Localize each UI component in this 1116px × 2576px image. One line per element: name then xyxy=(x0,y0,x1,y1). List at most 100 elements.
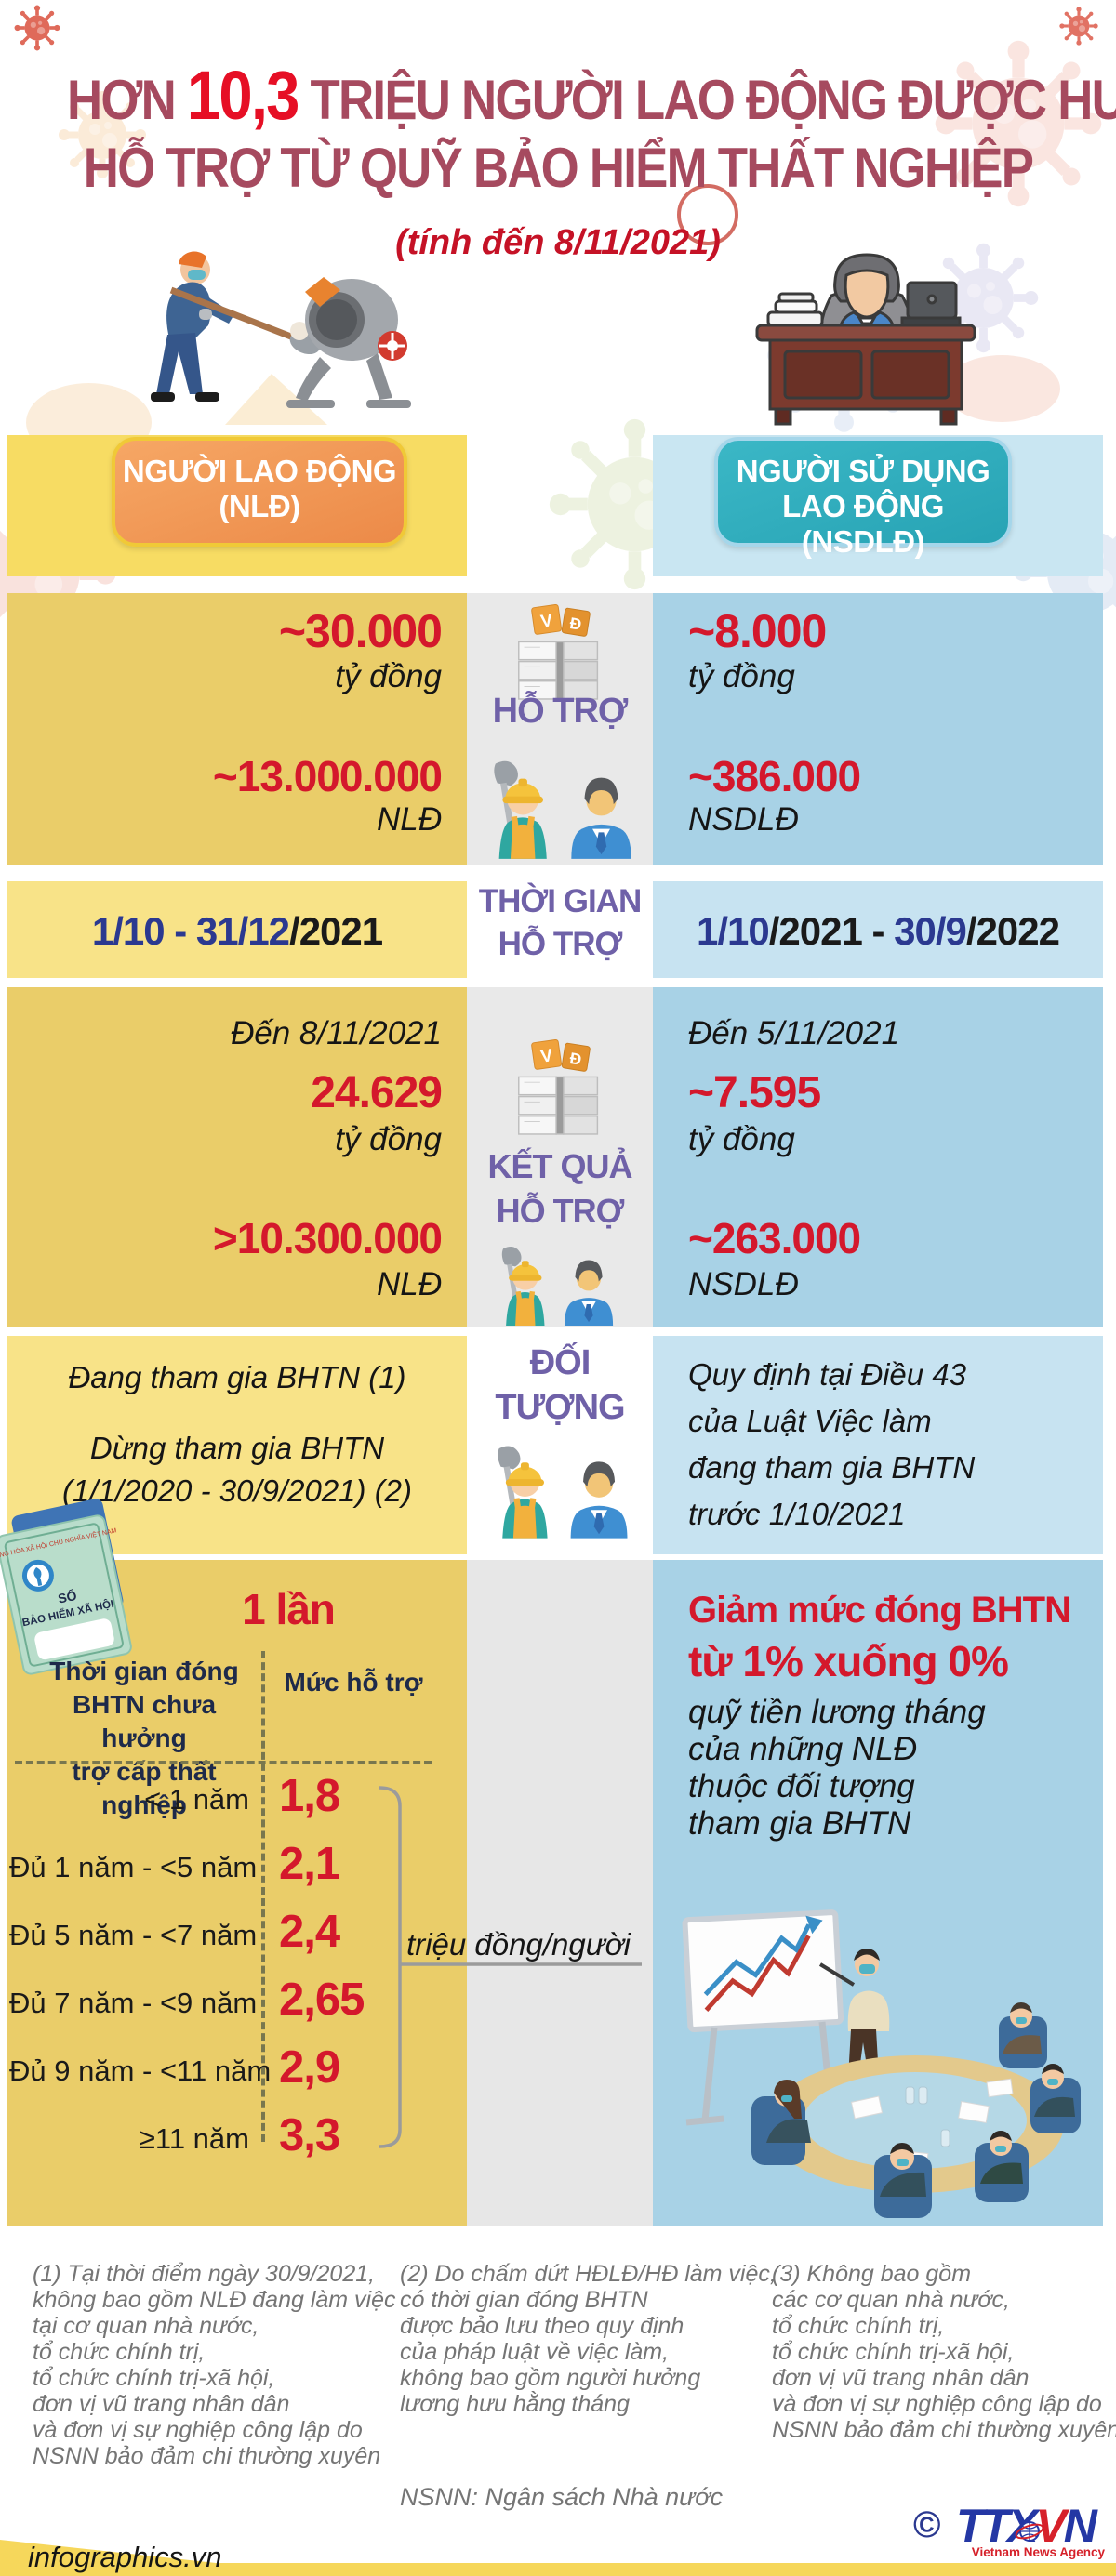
nld-support-count-unit: NLĐ xyxy=(376,801,442,838)
table-row-label: ≥11 năm xyxy=(139,2122,249,2155)
support-nsdld-bg xyxy=(653,593,1103,865)
support-money-icon: V Đ xyxy=(513,599,606,705)
footnote-line: được bảo lưu theo quy định xyxy=(400,2313,684,2339)
nsdld-subjects-line2: của Luật Việc làm xyxy=(688,1404,932,1438)
nsdld-results-amount: ~7.595 xyxy=(688,1068,821,1117)
virus-icon xyxy=(1059,7,1098,46)
footnote-line: NSNN bảo đảm chi thường xuyên xyxy=(772,2417,1116,2443)
logo-globe-icon xyxy=(1015,2521,1044,2542)
subjects-people-icon xyxy=(481,1436,639,1540)
nsdld-support-count: ~386.000 xyxy=(688,752,861,800)
logo-tagline: Vietnam News Agency xyxy=(971,2545,1105,2559)
title-part2: TRIỆU NGƯỜI LAO ĐỘNG ĐƯỢC HƯỞNG xyxy=(310,69,1116,131)
page-title-line1: HƠN 10,3 TRIỆU NGƯỜI LAO ĐỘNG ĐƯỢC HƯỞNG xyxy=(67,56,1116,135)
levels-band: CỘNG HÒA XÃ HỘI CHỦ NGHĨA VIỆT NAM SỔ BẢ… xyxy=(0,1499,1116,2226)
footnote-line: tổ chức chính trị, xyxy=(33,2339,206,2365)
period-nsdld-bg xyxy=(653,881,1103,978)
shovel-blade xyxy=(501,1246,522,1267)
nld-period-year: /2021 xyxy=(289,909,383,953)
nld-period: 1/10 - 31/12/2021 xyxy=(7,909,467,954)
nsdld-period-start: 1/10 xyxy=(696,909,770,953)
table-row-label: Đủ 7 năm - <9 năm xyxy=(9,1987,258,2019)
footnote-line: (2) Do chấm dứt HĐLĐ/HĐ làm việc, xyxy=(400,2261,777,2287)
levels-center-bg xyxy=(467,1560,653,2226)
subjects-label-line1: ĐỐI xyxy=(529,1343,591,1382)
nsdld-period: 1/10/2021 - 30/9/2022 xyxy=(653,909,1103,954)
nsdld-results-count: ~263.000 xyxy=(688,1214,861,1262)
footnote-line: tổ chức chính trị-xã hội, xyxy=(772,2339,1015,2365)
support-center-bg xyxy=(467,593,653,865)
results-money-icon: V Đ xyxy=(513,1034,606,1140)
virus-decoration xyxy=(13,4,61,52)
footer-bar xyxy=(0,2540,1116,2576)
virus-decoration xyxy=(1058,6,1099,46)
money-letter-v: V xyxy=(539,611,554,632)
table-bracket xyxy=(379,1786,642,2148)
period-nld-bg xyxy=(7,881,467,978)
badge-nld-line2: (NLĐ) xyxy=(219,489,300,523)
badge-nsdld-line1: NGƯỜI SỬ DỤNG xyxy=(736,454,990,488)
footer-site: infographics.vn xyxy=(28,2541,222,2573)
results-label-line1: KẾT QUẢ xyxy=(487,1147,633,1185)
worker-and-employer-icon xyxy=(501,1246,614,1326)
support-nld-bg xyxy=(7,593,467,865)
footnote-line: đơn vị vũ trang nhân dân xyxy=(33,2391,290,2417)
footnote-line: NSNN bảo đảm chi thường xuyên xyxy=(33,2443,381,2469)
table-vertical-divider xyxy=(261,1651,265,2142)
worker-cap xyxy=(179,251,206,268)
employer-hair xyxy=(575,1260,603,1282)
footnote-line: tổ chức chính trị-xã hội, xyxy=(33,2365,275,2391)
title-highlight: 10,3 xyxy=(186,57,299,134)
insurance-book-icon: CỘNG HÒA XÃ HỘI CHỦ NGHĨA VIỆT NAM SỔ BẢ… xyxy=(0,1489,155,1682)
meeting-illustration xyxy=(682,1909,1081,2218)
nld-results-count-unit: NLĐ xyxy=(376,1266,442,1302)
money-letter-d: Đ xyxy=(568,614,582,634)
footnote-line: tổ chức chính trị, xyxy=(772,2313,945,2339)
results-people-icon xyxy=(476,1240,634,1326)
footnote-line: và đơn vị sự nghiệp công lập do xyxy=(33,2417,363,2443)
results-nsdld-bg xyxy=(653,987,1103,1327)
footnote-line: tại cơ quan nhà nước, xyxy=(33,2313,259,2339)
money-stack-icon: V Đ xyxy=(518,603,599,700)
period-label-line1: THỜI GIAN xyxy=(478,883,642,919)
nsdld-subjects-line1: Quy định tại Điều 43 xyxy=(688,1357,967,1392)
results-nld-bg xyxy=(7,987,467,1327)
shovel-blade xyxy=(494,760,518,786)
nld-support-count: ~13.000.000 xyxy=(212,752,443,800)
nld-results-date: Đến 8/11/2021 xyxy=(230,1015,442,1051)
title-part1: HƠN xyxy=(67,69,177,131)
worker-and-employer-icon xyxy=(494,760,631,859)
support-people-icon xyxy=(476,751,644,861)
desk-top xyxy=(755,324,976,342)
subjects-band: Đang tham gia BHTN (1) Dừng tham gia BHT… xyxy=(0,1336,1116,1554)
title-date-note: (tính đến 8/11/2021) xyxy=(395,223,721,262)
worker-and-employer-icon xyxy=(498,1446,628,1539)
badge-nsdld: NGƯỜI SỬ DỤNG LAO ĐỘNG (NSDLĐ) xyxy=(714,437,1012,559)
hard-hat xyxy=(511,1264,540,1277)
nld-support-amount: ~30.000 xyxy=(278,605,443,657)
table-row-value: 2,4 xyxy=(279,1907,340,1957)
table-row-value: 2,1 xyxy=(279,1839,340,1889)
copyright-symbol: © xyxy=(913,2504,941,2545)
nld-results-amount-unit: tỷ đồng xyxy=(335,1121,442,1157)
ttxvn-logo: TTXVN xyxy=(956,2499,1097,2553)
table-row-label: Đủ 5 năm - <7 năm xyxy=(9,1919,258,1951)
nsdld-period-year: /2022 xyxy=(965,909,1060,953)
nsdld-levels-line4: tham gia BHTN xyxy=(688,1805,911,1842)
badge-nsdld-line2: LAO ĐỘNG (NSDLĐ) xyxy=(782,489,944,559)
table-row-label: Đủ 9 năm - <11 năm xyxy=(9,2054,272,2087)
nld-subjects-line2: Dừng tham gia BHTN xyxy=(89,1431,385,1465)
table-row-value: 3,3 xyxy=(279,2110,340,2160)
footnote-line: đơn vị vũ trang nhân dân xyxy=(772,2365,1030,2391)
nsdld-support-amount-unit: tỷ đồng xyxy=(688,658,795,694)
nld-results-amount: 24.629 xyxy=(311,1068,443,1117)
footnotes-section: (1) Tại thời điểm ngày 30/9/2021, không … xyxy=(0,2226,1116,2532)
nld-levels-heading: 1 lần xyxy=(242,1585,336,1633)
table-col1-header-line1: Thời gian đóng xyxy=(49,1657,239,1685)
badge-nld-line1: NGƯỜI LAO ĐỘNG xyxy=(122,454,397,488)
nsdld-results-count-unit: NSDLĐ xyxy=(688,1266,799,1302)
book-title-line1: SỔ xyxy=(57,1587,78,1606)
nld-support-amount-unit: tỷ đồng xyxy=(335,658,442,694)
badge-nld: NGƯỜI LAO ĐỘNG (NLĐ) xyxy=(112,437,407,547)
table-unit-label: triệu đồng/người xyxy=(406,1927,631,1962)
